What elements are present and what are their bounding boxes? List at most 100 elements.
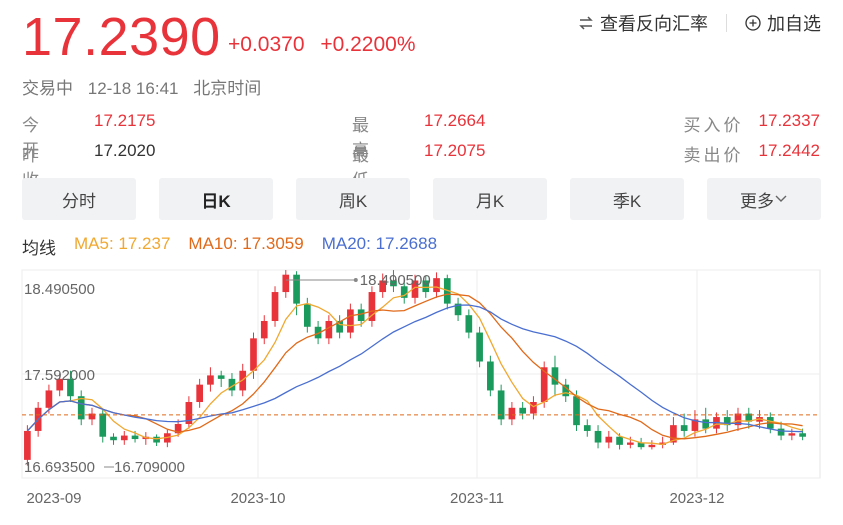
- kline-chart[interactable]: 18.490500 17.592000 18.490500 16.693500 16.7…: [0, 260, 843, 525]
- candle-body: [680, 425, 688, 431]
- ma10-line: [26, 293, 803, 440]
- tab-more[interactable]: 更多: [707, 178, 821, 220]
- candle-body: [207, 375, 214, 385]
- candle-body: [99, 413, 107, 437]
- trade-status: 交易中 12-18 16:41 北京时间: [22, 74, 271, 99]
- candle-body: [368, 292, 376, 321]
- candle-body: [530, 402, 537, 414]
- tab-monthly-k[interactable]: 月K: [433, 178, 547, 220]
- add-watchlist-button[interactable]: 加自选: [745, 10, 821, 36]
- x-tick-label: 2023-10: [230, 490, 285, 507]
- candle-body: [508, 407, 516, 420]
- candle-body: [67, 378, 74, 397]
- candle-body: [637, 442, 645, 448]
- x-tick-label: 2023-11: [450, 490, 504, 507]
- candle-body: [777, 428, 785, 436]
- candle-body: [519, 407, 527, 414]
- ma-label: 均线: [22, 239, 56, 258]
- bid-label: 买入价: [683, 116, 744, 135]
- divider: [726, 14, 727, 32]
- candle-body: [497, 390, 505, 420]
- reverse-rate-label: 查看反向汇率: [600, 14, 708, 34]
- y-tick-label: 18.490500: [24, 281, 95, 298]
- candle-body: [56, 378, 64, 391]
- high-value: 17.2664: [424, 111, 486, 130]
- candle-body: [325, 320, 333, 339]
- candle-body: [670, 425, 677, 443]
- min-annotation-left: 16.693500: [24, 459, 95, 476]
- chevron-down-icon: [775, 195, 787, 202]
- add-watchlist-label: 加自选: [767, 14, 821, 34]
- candle-body: [260, 320, 268, 339]
- candle-body: [691, 419, 699, 431]
- ma5-line: [26, 286, 803, 446]
- ask-value: 17.2442: [758, 141, 820, 160]
- tab-daily-k[interactable]: 日K: [159, 178, 273, 220]
- ma5-value: MA5: 17.237: [74, 234, 171, 253]
- reverse-rate-button[interactable]: 查看反向汇率: [578, 10, 708, 36]
- candle-body: [88, 413, 96, 420]
- low-value: 17.2075: [424, 141, 486, 160]
- current-price: 17.2390: [22, 7, 221, 67]
- candle-body: [347, 309, 354, 333]
- candle-body: [153, 436, 160, 443]
- x-tick-label: 2023-09: [26, 490, 81, 507]
- y-tick-label: 17.592000: [24, 367, 95, 384]
- candle-body: [627, 442, 634, 445]
- price-change: +0.0370 +0.2200%: [228, 33, 426, 57]
- open-label: 今 开: [22, 116, 51, 160]
- candle-body: [314, 326, 322, 339]
- change-percent: +0.2200%: [320, 33, 416, 56]
- candle-body: [702, 419, 710, 429]
- stats-row-1: 今 开 17.2175 最 高 17.2664 买入价 17.2337: [22, 111, 820, 161]
- candle-body: [562, 384, 570, 397]
- candle-body: [583, 425, 591, 431]
- min-annotation-right: 16.709000: [114, 459, 185, 476]
- candle-body: [390, 280, 397, 287]
- prev-close-value: 17.2020: [94, 141, 156, 160]
- ma20-value: MA20: 17.2688: [321, 234, 438, 253]
- candle-body: [616, 436, 623, 445]
- datetime: 12-18 16:41: [87, 79, 179, 98]
- candle-body: [303, 303, 311, 327]
- candle-body: [217, 375, 225, 379]
- candle-body: [659, 442, 666, 445]
- change-value: +0.0370: [228, 33, 305, 56]
- high-label: 最 高: [352, 116, 381, 160]
- candle-body: [271, 292, 279, 321]
- plus-circle-icon: [745, 15, 761, 31]
- candle-body: [648, 444, 656, 448]
- candle-body: [734, 413, 742, 426]
- ma10-value: MA10: 17.3059: [188, 234, 304, 253]
- ma-legend: 均线 MA5: 17.237 MA10: 17.3059 MA20: 17.26…: [22, 234, 437, 259]
- candle-body: [45, 390, 53, 408]
- candle-body: [379, 280, 387, 293]
- tab-weekly-k[interactable]: 周K: [296, 178, 410, 220]
- candle-body: [540, 367, 548, 403]
- candle-body: [594, 430, 602, 443]
- candle-body: [433, 278, 440, 293]
- candle-body: [174, 424, 182, 434]
- candle-body: [454, 303, 462, 316]
- tab-quarterly-k[interactable]: 季K: [570, 178, 684, 220]
- candle-body: [411, 280, 419, 298]
- swap-icon: [579, 16, 593, 30]
- candle-body: [110, 436, 117, 441]
- ma20-line: [26, 304, 803, 433]
- open-value: 17.2175: [94, 111, 156, 130]
- ask-label: 卖出价: [683, 146, 744, 165]
- tab-intraday[interactable]: 分时: [22, 178, 136, 220]
- period-tabs: 分时 日K 周K 月K 季K 更多: [22, 178, 821, 220]
- candle-body: [605, 436, 613, 443]
- max-annotation-dot: [353, 278, 358, 283]
- candle-body: [400, 286, 408, 298]
- candle-body: [723, 417, 731, 426]
- candle-body: [120, 435, 128, 441]
- candle-body: [228, 378, 236, 391]
- bid-value: 17.2337: [758, 111, 820, 130]
- more-label: 更多: [740, 191, 774, 211]
- candle-body: [465, 315, 473, 333]
- status-text: 交易中: [22, 79, 73, 98]
- timezone: 北京时间: [193, 79, 262, 98]
- candle-body: [573, 396, 580, 426]
